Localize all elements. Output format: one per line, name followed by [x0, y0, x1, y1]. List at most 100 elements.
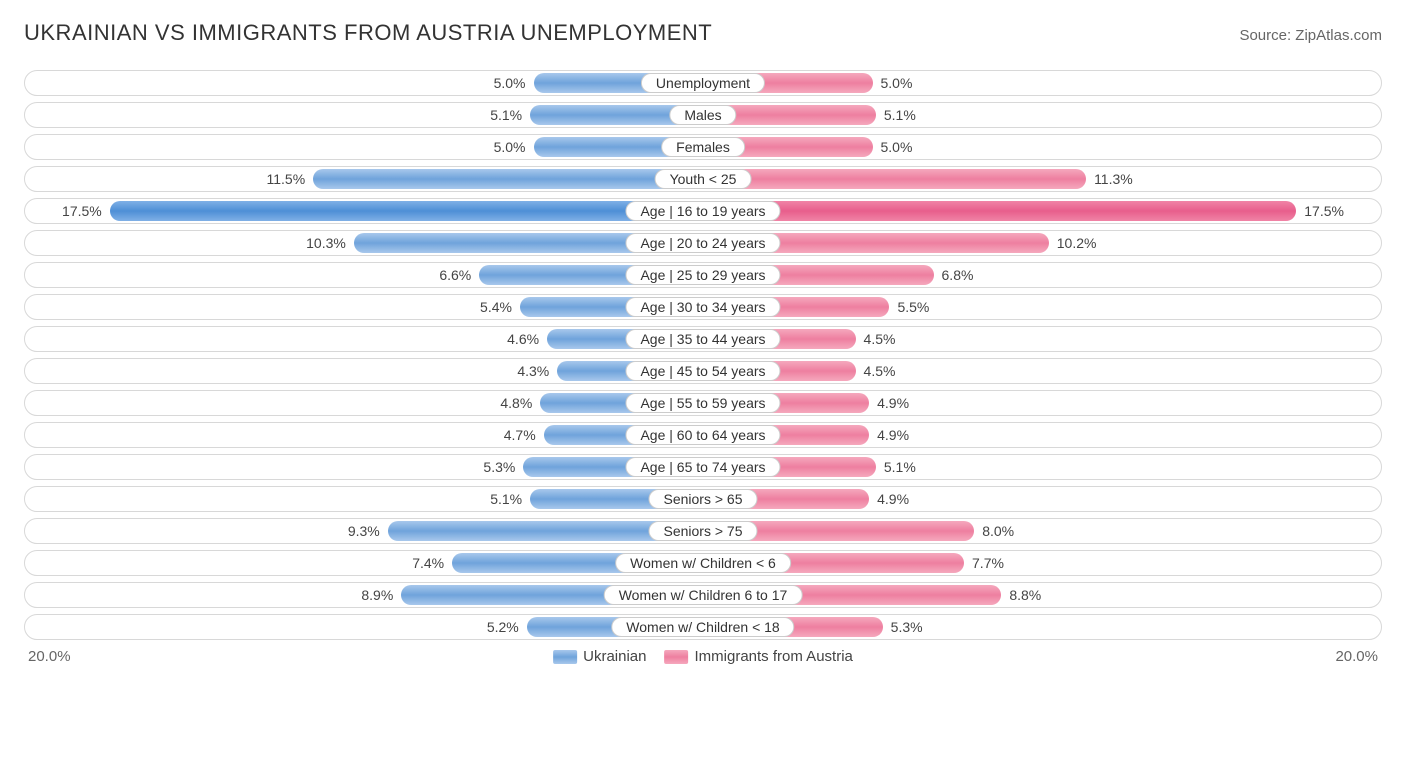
row-track: 4.3% 4.5% Age | 45 to 54 years	[24, 358, 1382, 384]
category-pill: Unemployment	[641, 73, 765, 93]
category-pill: Age | 30 to 34 years	[625, 297, 780, 317]
chart-row: 5.0% 5.0% Unemployment	[24, 70, 1382, 96]
right-value-label: 7.7%	[972, 555, 1004, 571]
chart-row: 9.3%8.0%Seniors > 75	[24, 518, 1382, 544]
row-track: 5.1% 4.9% Seniors > 65	[24, 486, 1382, 512]
category-pill: Age | 20 to 24 years	[625, 233, 780, 253]
left-value-label: 9.3%	[348, 523, 380, 539]
chart-row: 10.3% 10.2% Age | 20 to 24 years	[24, 230, 1382, 256]
right-value-label: 5.1%	[884, 459, 916, 475]
right-value-label: 4.5%	[864, 331, 896, 347]
right-value-label: 10.2%	[1057, 235, 1097, 251]
chart-row: 4.3% 4.5% Age | 45 to 54 years	[24, 358, 1382, 384]
category-pill: Age | 35 to 44 years	[625, 329, 780, 349]
row-track: 11.5% 11.3% Youth < 25	[24, 166, 1382, 192]
chart-row: 6.6%6.8%Age | 25 to 29 years	[24, 262, 1382, 288]
right-value-label: 4.9%	[877, 427, 909, 443]
left-value-label: 10.3%	[306, 235, 346, 251]
row-track: 5.2% 5.3% Women w/ Children < 18	[24, 614, 1382, 640]
category-pill: Age | 65 to 74 years	[625, 457, 780, 477]
chart-row: 5.4% 5.5% Age | 30 to 34 years	[24, 294, 1382, 320]
legend-swatch	[665, 650, 689, 664]
chart-row: 4.7% 4.9% Age | 60 to 64 years	[24, 422, 1382, 448]
right-value-label: 5.5%	[897, 299, 929, 315]
legend-label: Ukrainian	[583, 648, 646, 665]
category-pill: Women w/ Children < 18	[611, 617, 794, 637]
left-value-label: 5.0%	[494, 139, 526, 155]
row-track: 4.7% 4.9% Age | 60 to 64 years	[24, 422, 1382, 448]
chart-row: 7.4% 7.7% Women w/ Children < 6	[24, 550, 1382, 576]
right-value-label: 5.3%	[891, 619, 923, 635]
row-track: 6.6%6.8%Age | 25 to 29 years	[24, 262, 1382, 288]
row-track: 4.6% 4.5% Age | 35 to 44 years	[24, 326, 1382, 352]
axis-row: 20.0%UkrainianImmigrants from Austria20.…	[24, 646, 1382, 668]
legend: Ukrainian Immigrants from Austria	[553, 648, 853, 665]
chart-row: 5.3%5.1%Age | 65 to 74 years	[24, 454, 1382, 480]
category-pill: Age | 60 to 64 years	[625, 425, 780, 445]
left-value-label: 7.4%	[412, 555, 444, 571]
right-value-label: 5.1%	[884, 107, 916, 123]
category-pill: Women w/ Children < 6	[615, 553, 791, 573]
left-value-label: 5.1%	[490, 491, 522, 507]
right-value-label: 6.8%	[942, 267, 974, 283]
left-bar	[313, 169, 703, 189]
row-track: 5.1% 5.1% Males	[24, 102, 1382, 128]
left-value-label: 4.3%	[517, 363, 549, 379]
chart-row: 5.1% 5.1% Males	[24, 102, 1382, 128]
left-value-label: 8.9%	[361, 587, 393, 603]
right-value-label: 4.9%	[877, 491, 909, 507]
category-pill: Males	[669, 105, 736, 125]
left-value-label: 4.7%	[504, 427, 536, 443]
category-pill: Age | 16 to 19 years	[625, 201, 780, 221]
source-attribution: Source: ZipAtlas.com	[1239, 27, 1382, 44]
chart-row: 8.9% 8.8% Women w/ Children 6 to 17	[24, 582, 1382, 608]
left-value-label: 4.6%	[507, 331, 539, 347]
row-track: 4.8% 4.9% Age | 55 to 59 years	[24, 390, 1382, 416]
legend-item: Ukrainian	[553, 648, 646, 665]
row-track: 17.5% 17.5% Age | 16 to 19 years	[24, 198, 1382, 224]
chart-row: 11.5% 11.3% Youth < 25	[24, 166, 1382, 192]
row-track: 5.0% 5.0% Females	[24, 134, 1382, 160]
left-value-label: 11.5%	[266, 171, 305, 187]
chart-row: 5.0% 5.0% Females	[24, 134, 1382, 160]
row-track: 5.3%5.1%Age | 65 to 74 years	[24, 454, 1382, 480]
left-value-label: 5.1%	[490, 107, 522, 123]
left-value-label: 5.2%	[487, 619, 519, 635]
chart-row: 4.6% 4.5% Age | 35 to 44 years	[24, 326, 1382, 352]
chart-title: UKRAINIAN VS IMMIGRANTS FROM AUSTRIA UNE…	[24, 20, 712, 46]
category-pill: Females	[661, 137, 745, 157]
right-value-label: 8.0%	[982, 523, 1014, 539]
chart-row: 17.5% 17.5% Age | 16 to 19 years	[24, 198, 1382, 224]
diverging-bar-chart: 5.0%5.0%Unemployment5.1%5.1%Males5.0%5.0…	[24, 70, 1382, 696]
left-value-label: 17.5%	[62, 203, 102, 219]
right-value-label: 5.0%	[881, 75, 913, 91]
left-bar	[110, 201, 703, 221]
chart-row: 5.1% 4.9% Seniors > 65	[24, 486, 1382, 512]
right-value-label: 4.5%	[864, 363, 896, 379]
left-value-label: 6.6%	[439, 267, 471, 283]
category-pill: Age | 55 to 59 years	[625, 393, 780, 413]
right-value-label: 5.0%	[881, 139, 913, 155]
chart-header: UKRAINIAN VS IMMIGRANTS FROM AUSTRIA UNE…	[24, 20, 1382, 46]
category-pill: Seniors > 65	[649, 489, 758, 509]
row-track: 8.9% 8.8% Women w/ Children 6 to 17	[24, 582, 1382, 608]
right-value-label: 17.5%	[1304, 203, 1344, 219]
row-track: 5.0% 5.0% Unemployment	[24, 70, 1382, 96]
right-value-label: 4.9%	[877, 395, 909, 411]
row-track: 5.4% 5.5% Age | 30 to 34 years	[24, 294, 1382, 320]
category-pill: Youth < 25	[655, 169, 752, 189]
right-value-label: 8.8%	[1009, 587, 1041, 603]
row-track: 9.3%8.0%Seniors > 75	[24, 518, 1382, 544]
category-pill: Women w/ Children 6 to 17	[604, 585, 803, 605]
legend-item: Immigrants from Austria	[665, 648, 853, 665]
left-value-label: 5.0%	[494, 75, 526, 91]
right-bar	[703, 169, 1086, 189]
axis-right-label: 20.0%	[1335, 648, 1378, 665]
left-value-label: 5.4%	[480, 299, 512, 315]
right-bar	[703, 201, 1296, 221]
right-value-label: 11.3%	[1094, 171, 1133, 187]
chart-row: 4.8% 4.9% Age | 55 to 59 years	[24, 390, 1382, 416]
category-pill: Age | 45 to 54 years	[625, 361, 780, 381]
left-value-label: 4.8%	[500, 395, 532, 411]
row-track: 10.3% 10.2% Age | 20 to 24 years	[24, 230, 1382, 256]
